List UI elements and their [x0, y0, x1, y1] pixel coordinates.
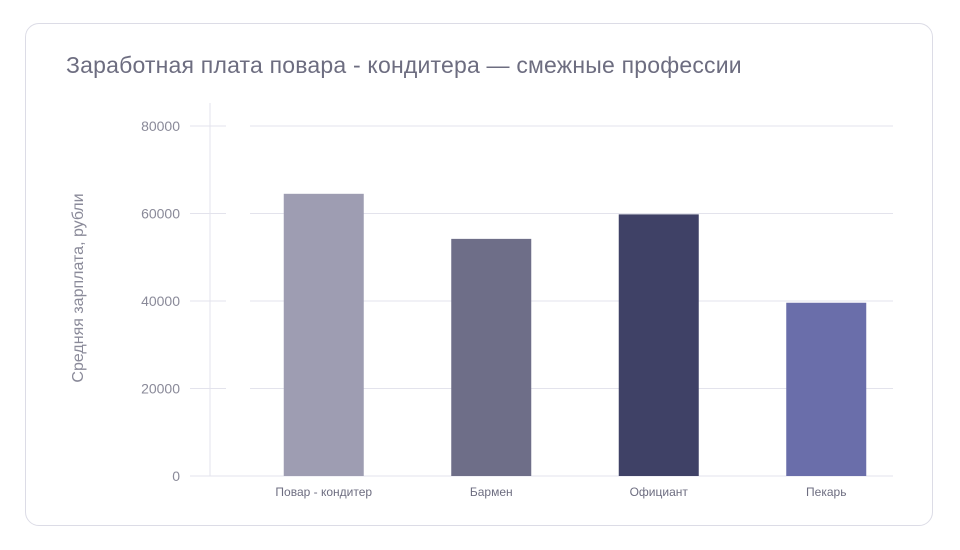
bars — [283, 193, 867, 476]
x-category-label: Пекарь — [806, 485, 846, 499]
category-labels: Повар - кондитер Бармен Официант Пекарь — [275, 485, 846, 499]
x-category-label: Повар - кондитер — [275, 485, 372, 499]
bar — [618, 214, 699, 476]
bar — [786, 302, 867, 476]
y-tick-label: 60000 — [141, 206, 180, 222]
y-tick-labels: 0 20000 40000 60000 80000 — [141, 118, 180, 484]
x-category-label: Официант — [630, 485, 689, 499]
bar — [283, 193, 364, 476]
y-tick-label: 40000 — [141, 293, 180, 309]
y-tick-label: 80000 — [141, 118, 180, 134]
x-category-label: Бармен — [470, 485, 513, 499]
chart-title: Заработная плата повара - кондитера — см… — [66, 52, 742, 78]
y-tick-label: 20000 — [141, 381, 180, 397]
y-axis-title: Средняя зарплата, рубли — [70, 193, 87, 382]
y-tick-label: 0 — [172, 468, 180, 484]
bar — [451, 238, 532, 476]
